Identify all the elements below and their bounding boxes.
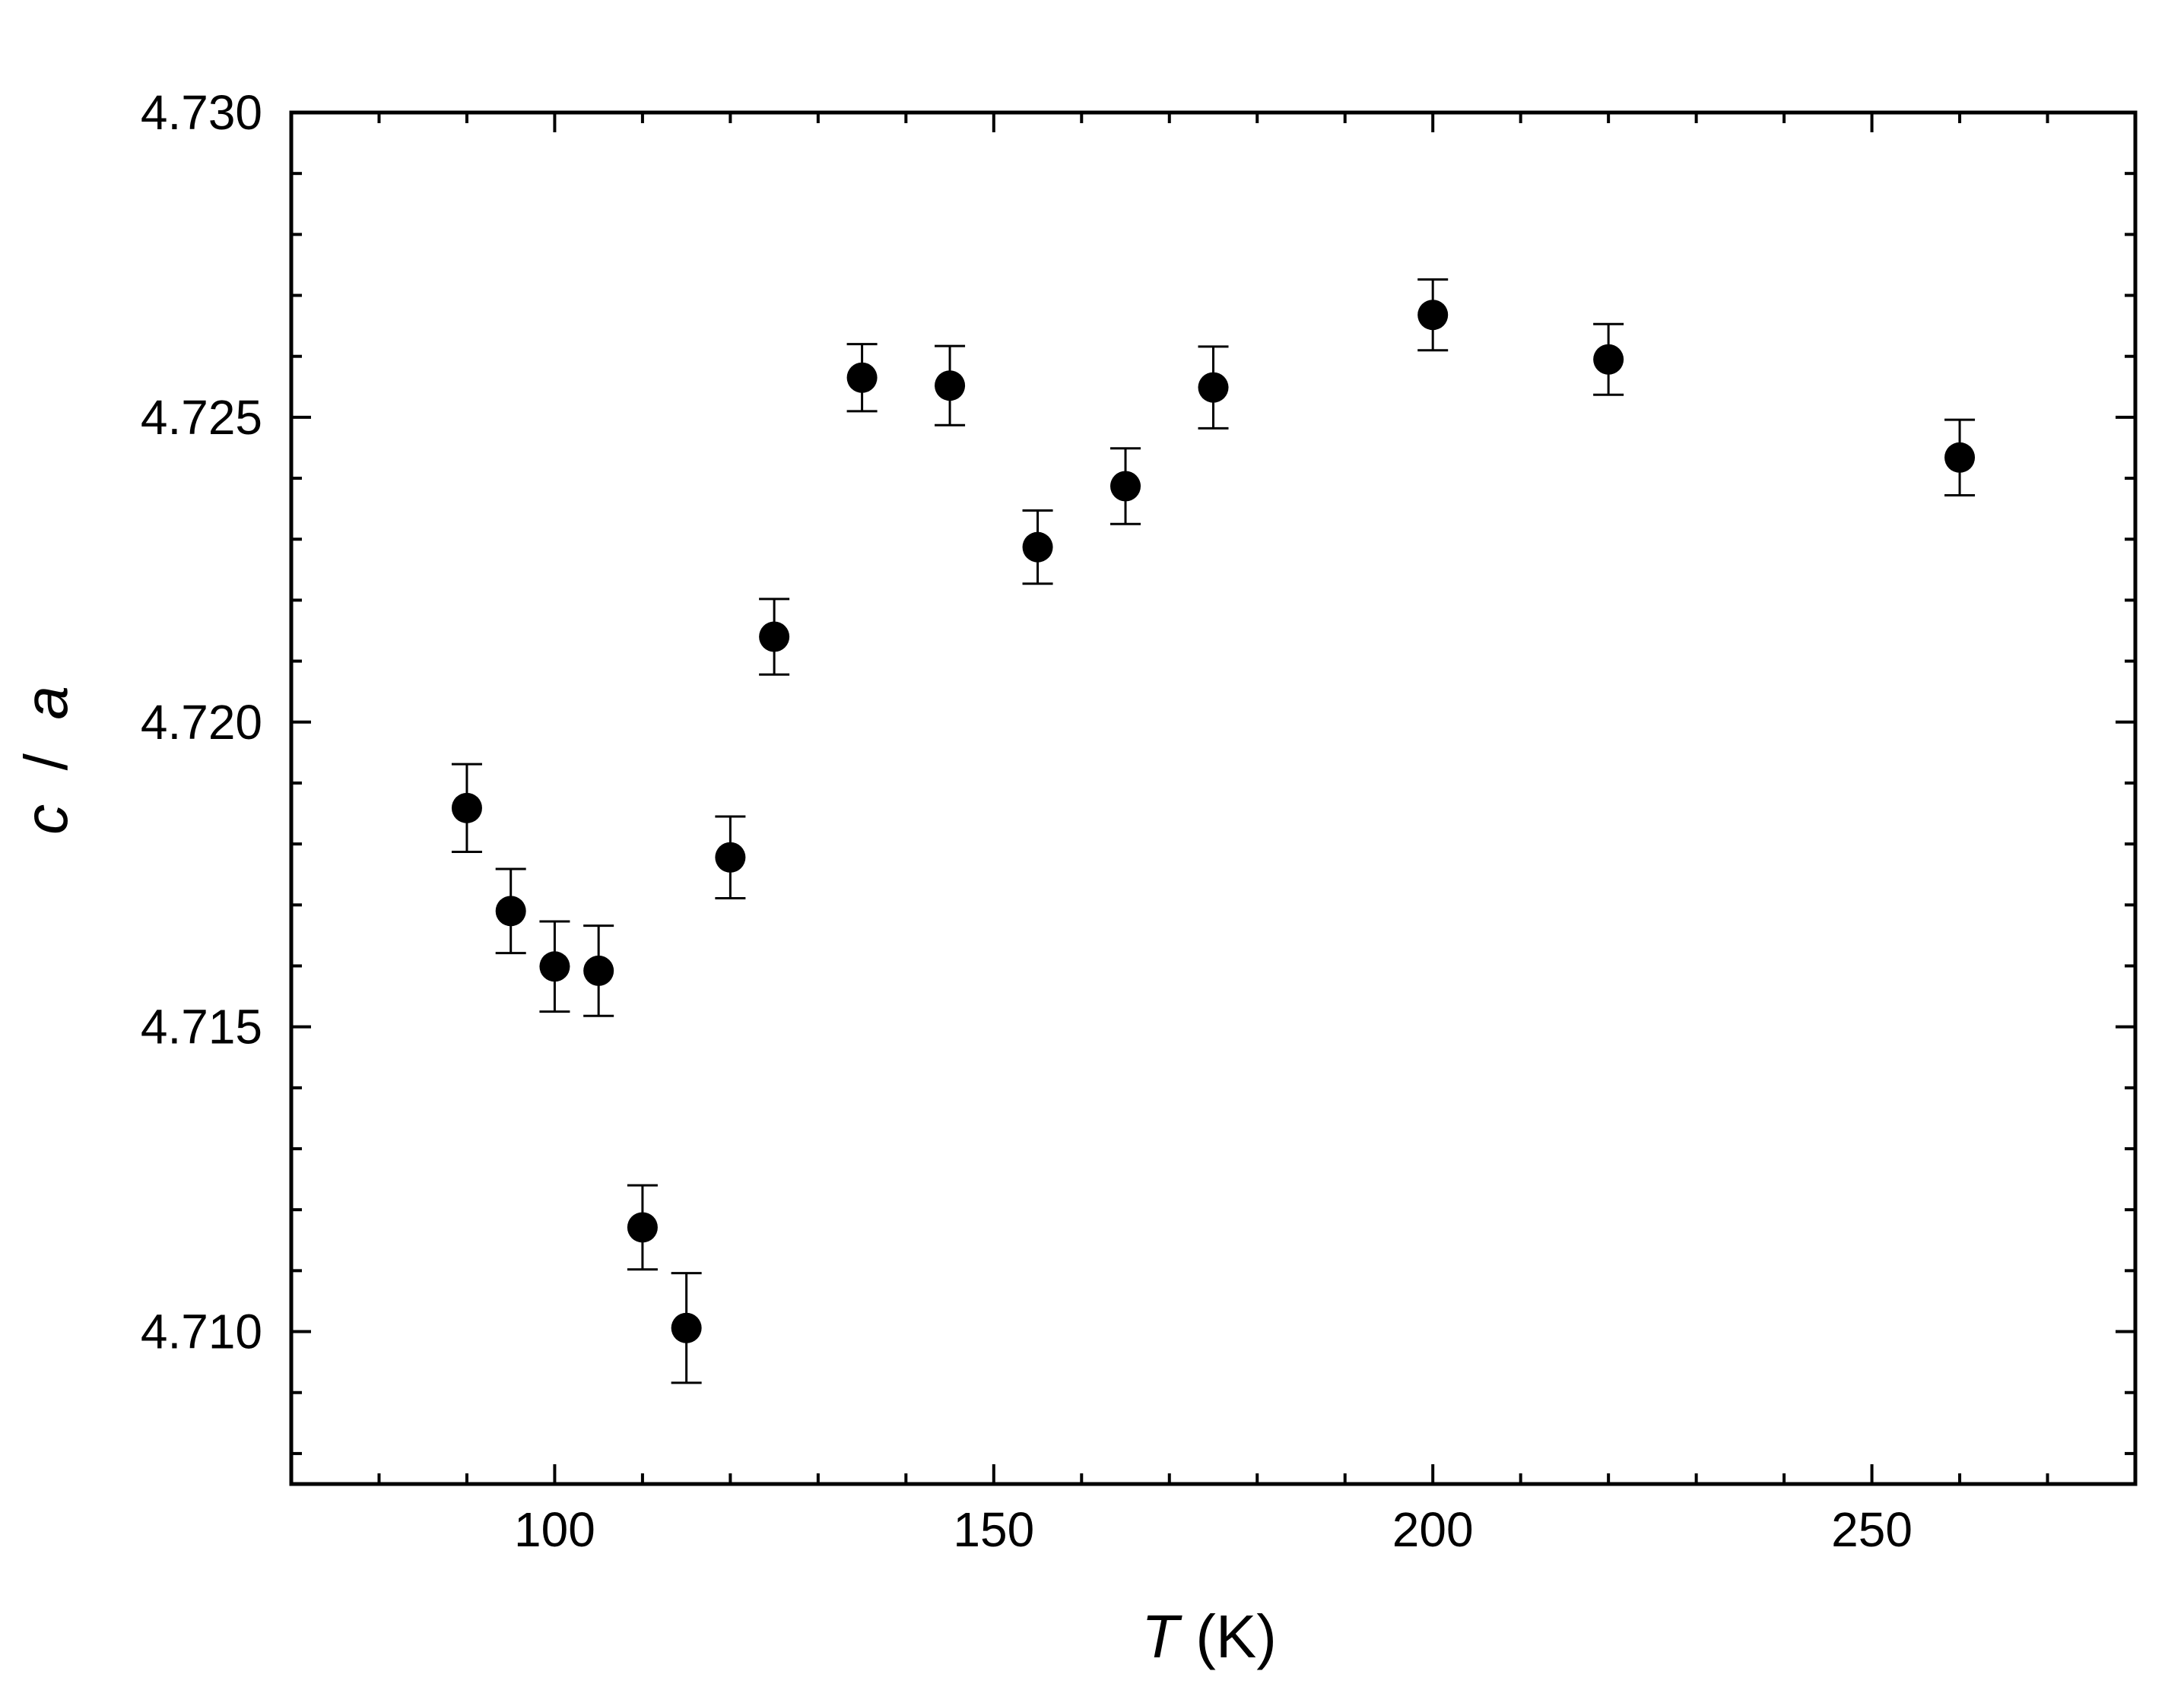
data-point	[715, 842, 746, 873]
y-tick-label: 4.725	[141, 390, 262, 445]
data-point	[1944, 442, 1976, 473]
data-point	[759, 621, 790, 652]
y-axis-numerator: c	[12, 804, 80, 835]
data-point-group	[671, 1272, 702, 1384]
data-point	[1593, 344, 1624, 375]
data-point	[1022, 531, 1053, 563]
data-point-group	[1198, 345, 1229, 430]
data-point	[451, 792, 482, 823]
x-tick-label: 200	[1392, 1502, 1474, 1557]
data-point-group	[935, 344, 966, 426]
y-tick-label: 4.715	[141, 1000, 262, 1054]
y-axis-separator: /	[12, 737, 80, 788]
data-point-group	[715, 815, 746, 899]
y-axis-denominator: a	[12, 686, 80, 720]
data-point-group	[627, 1184, 658, 1271]
plot-area	[289, 110, 2138, 1486]
data-point-group	[846, 343, 878, 413]
data-point-group	[1593, 322, 1624, 396]
y-tick-label: 4.730	[141, 85, 262, 140]
tick-labels-layer: 100 150 200 250 4.710 4.715 4.720 4.725 4.730	[141, 85, 1913, 1557]
data-point	[495, 896, 526, 927]
data-point-group	[759, 598, 790, 676]
data-point-group	[1110, 447, 1141, 525]
x-tick-label: 150	[953, 1502, 1034, 1557]
data-point-group	[1944, 418, 1976, 497]
data-point	[1417, 300, 1449, 331]
data-point-group	[451, 763, 482, 854]
data-point	[935, 370, 966, 401]
data-point	[539, 951, 570, 982]
data-point	[1198, 372, 1229, 403]
plot-frame	[289, 110, 2138, 1486]
ticks-layer	[291, 111, 2135, 1484]
y-tick-label: 4.710	[141, 1305, 262, 1359]
data-layer	[451, 278, 1976, 1384]
data-point-group	[1417, 278, 1449, 352]
y-axis-label: c / a	[12, 686, 80, 835]
x-axis-symbol: T	[1141, 1603, 1182, 1670]
data-point	[627, 1212, 658, 1243]
data-point-group	[539, 920, 570, 1013]
x-axis-unit: (K)	[1195, 1603, 1277, 1670]
data-point-group	[495, 867, 526, 955]
x-tick-label: 250	[1831, 1502, 1913, 1557]
x-tick-label: 100	[514, 1502, 595, 1557]
y-tick-label: 4.720	[141, 695, 262, 750]
data-point-group	[583, 924, 614, 1017]
data-point	[1110, 471, 1141, 502]
data-point	[671, 1312, 702, 1343]
data-point	[846, 362, 878, 393]
data-point	[583, 955, 614, 986]
x-axis-label: T (K)	[1141, 1603, 1277, 1670]
data-point-group	[1022, 509, 1053, 585]
